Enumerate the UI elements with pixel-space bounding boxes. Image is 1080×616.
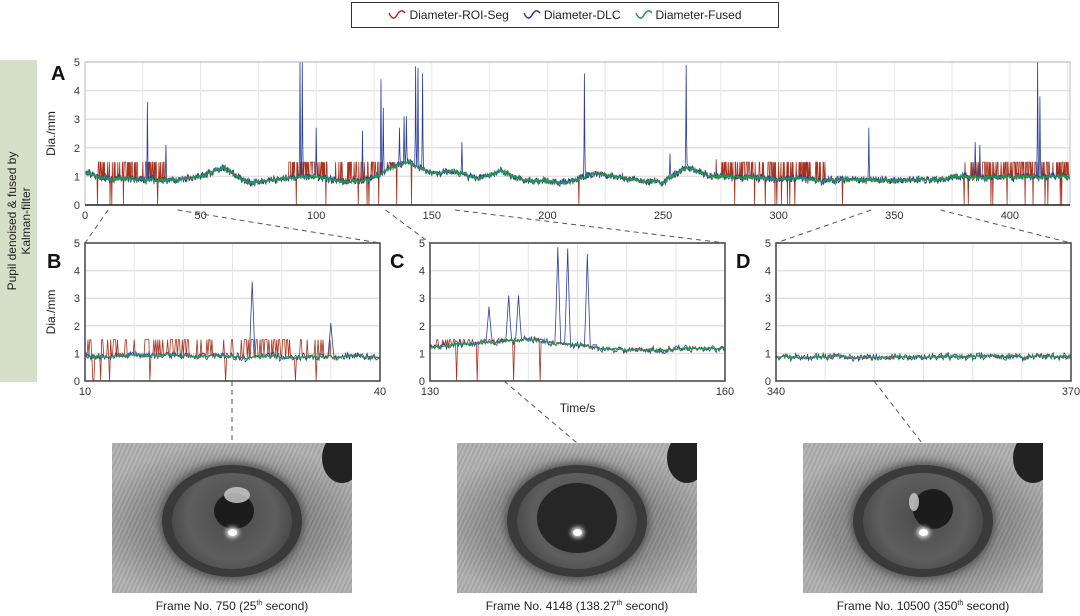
connector-line: [940, 209, 1072, 244]
x-tick-label: 340: [767, 386, 785, 398]
y-tick-label: 2: [419, 321, 425, 333]
x-tick-label: 100: [307, 210, 325, 222]
caption-frame-10500: Frame No. 10500 (350th second): [836, 599, 1010, 613]
panel-letter: C: [390, 251, 404, 273]
y-tick-label: 0: [765, 376, 771, 388]
caption-frame-4148: Frame No. 4148 (138.27th second): [485, 599, 669, 613]
x-tick-label: 300: [769, 210, 787, 222]
x-tick-label: 400: [1001, 210, 1019, 222]
y-tick-label: 1: [419, 348, 425, 360]
y-tick-label: 2: [765, 321, 771, 333]
legend: Diameter-ROI-Seg Diameter-DLC Diameter-F…: [351, 2, 779, 28]
y-tick-label: 2: [74, 321, 80, 333]
y-axis-label: Dia./mm: [44, 290, 58, 335]
legend-label: Diameter-DLC: [543, 8, 621, 22]
legend-item-dlc: Diameter-DLC: [523, 8, 621, 22]
legend-swatch-fused: [634, 10, 653, 19]
series-fused: [85, 352, 380, 360]
series-fused: [430, 337, 725, 353]
y-tick-label: 1: [765, 348, 771, 360]
connector-line: [84, 209, 109, 244]
panel-letter: A: [51, 63, 65, 85]
x-tick-label: 160: [716, 386, 734, 398]
y-tick-label: 0: [419, 376, 425, 388]
y-tick-label: 1: [74, 171, 80, 183]
legend-swatch-roi-seg: [388, 10, 407, 19]
panel-letter: D: [736, 251, 750, 273]
legend-label: Diameter-Fused: [655, 8, 742, 22]
connector-line: [454, 209, 726, 244]
y-tick-label: 4: [419, 266, 425, 278]
x-axis-label: Time/s: [560, 401, 596, 415]
sidebar-label-box: Pupil denoised & fused by Kalman-filter: [0, 60, 37, 382]
x-tick-label: 40: [374, 386, 386, 398]
y-tick-label: 5: [74, 57, 80, 69]
x-tick-label: 350: [885, 210, 903, 222]
eye-image-frame-10500: [803, 443, 1043, 593]
plot-frame: [775, 242, 1072, 382]
eye-image-frame-750: [112, 443, 352, 593]
legend-swatch-dlc: [523, 10, 541, 19]
y-tick-label: 5: [74, 238, 80, 250]
series-dlc: [85, 62, 1070, 188]
y-tick-label: 0: [74, 200, 80, 212]
x-tick-label: 130: [421, 386, 439, 398]
y-tick-label: 0: [74, 376, 80, 388]
x-tick-label: 250: [654, 210, 672, 222]
y-tick-label: 3: [74, 114, 80, 126]
x-tick-label: 0: [82, 210, 88, 222]
y-tick-label: 4: [74, 86, 80, 98]
connector-line: [775, 209, 872, 244]
series-roi-seg: [85, 339, 380, 381]
x-tick-label: 150: [423, 210, 441, 222]
legend-item-fused: Diameter-Fused: [634, 8, 742, 22]
legend-item-roi-seg: Diameter-ROI-Seg: [388, 8, 509, 22]
caption-frame-750: Frame No. 750 (25th second): [155, 599, 309, 613]
series-fused: [776, 353, 1071, 360]
x-tick-label: 10: [79, 386, 91, 398]
x-tick-label: 200: [538, 210, 556, 222]
y-tick-label: 5: [419, 238, 425, 250]
y-tick-label: 4: [74, 266, 80, 278]
plot-frame: [429, 242, 726, 382]
series-dlc: [85, 281, 380, 363]
connector-line: [503, 380, 578, 444]
panel-letter: B: [47, 251, 61, 273]
panel-B: 0 1 2 3 4 5 10 40 B Dia./mm: [44, 238, 386, 398]
panel-C: 0 1 2 3 4 5 130 160 C Time/s: [390, 238, 734, 415]
x-tick-label: 370: [1062, 386, 1080, 398]
y-tick-label: 4: [765, 266, 771, 278]
y-tick-label: 3: [74, 293, 80, 305]
y-tick-label: 5: [765, 238, 771, 250]
y-tick-label: 1: [74, 348, 80, 360]
panel-D: 0 1 2 3 4 5 340 370 D: [736, 238, 1080, 398]
y-tick-label: 2: [74, 143, 80, 155]
legend-label: Diameter-ROI-Seg: [409, 8, 509, 22]
series-roi-seg: [85, 159, 1070, 205]
x-tick-label: 50: [194, 210, 206, 222]
plot-frame: [84, 61, 1071, 206]
connector-line: [385, 209, 431, 244]
series-fused: [85, 159, 1070, 187]
y-tick-label: 3: [765, 293, 771, 305]
connector-line: [873, 380, 923, 444]
y-axis-label: Dia./mm: [44, 111, 58, 156]
y-tick-label: 3: [419, 293, 425, 305]
eye-image-frame-4148: [457, 443, 697, 593]
series-dlc: [430, 247, 725, 355]
connector-line: [177, 209, 381, 244]
